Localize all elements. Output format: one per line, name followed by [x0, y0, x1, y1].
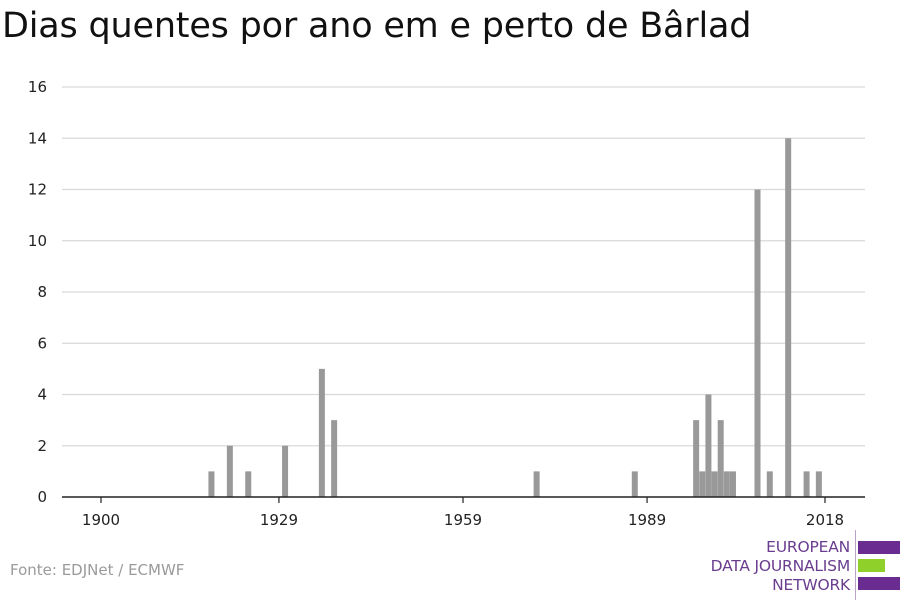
y-tick-label: 16	[28, 78, 47, 96]
logo-bar-purple-top	[858, 541, 900, 554]
bars	[208, 138, 822, 497]
chart-title: Dias quentes por ano em e perto de Bârla…	[2, 6, 752, 46]
x-tick-label: 1900	[82, 511, 120, 529]
y-tick-label: 0	[37, 488, 47, 506]
bar	[754, 189, 761, 497]
edjnet-logo: EUROPEAN DATA JOURNALISM NETWORK	[700, 530, 900, 600]
y-tick-label: 12	[28, 181, 47, 199]
x-tick-label: 1959	[444, 511, 482, 529]
logo-bar-purple-bottom	[858, 577, 900, 590]
bar	[245, 471, 252, 497]
bar	[331, 420, 338, 497]
bar	[766, 471, 773, 497]
logo-line-european: EUROPEAN	[766, 538, 850, 556]
x-tick-label: 1929	[260, 511, 298, 529]
bar	[318, 368, 325, 497]
logo-bar-green	[858, 559, 885, 572]
bar	[815, 471, 822, 497]
logo-divider	[855, 530, 856, 600]
y-tick-label: 6	[37, 334, 47, 352]
bar	[785, 138, 792, 497]
y-tick-label: 4	[37, 386, 47, 404]
x-tick-label: 2018	[806, 511, 844, 529]
y-tick-label: 10	[28, 232, 47, 250]
bar	[705, 394, 712, 497]
bar	[208, 471, 215, 497]
bar	[711, 471, 718, 497]
bar	[693, 420, 700, 497]
logo-line-data-journalism: DATA JOURNALISM	[710, 557, 851, 575]
bar	[533, 471, 540, 497]
bar	[282, 445, 289, 497]
y-tick-label: 2	[37, 437, 47, 455]
x-axis: 1900 1929 1959 1989 2018	[62, 496, 865, 529]
logo-line-network: NETWORK	[772, 576, 850, 594]
grid-lines	[62, 86, 865, 447]
y-tick-label: 14	[28, 129, 47, 147]
bar	[631, 471, 638, 497]
source-note: Fonte: EDJNet / ECMWF	[10, 561, 185, 579]
y-axis-tick-labels: 0 2 4 6 8 10 12 14 16	[28, 78, 47, 506]
bar	[226, 445, 233, 497]
bar	[699, 471, 706, 497]
x-tick-label: 1989	[628, 511, 666, 529]
bar	[723, 471, 730, 497]
y-tick-label: 8	[37, 283, 47, 301]
bar	[729, 471, 736, 497]
bar	[717, 420, 724, 497]
bar	[803, 471, 810, 497]
